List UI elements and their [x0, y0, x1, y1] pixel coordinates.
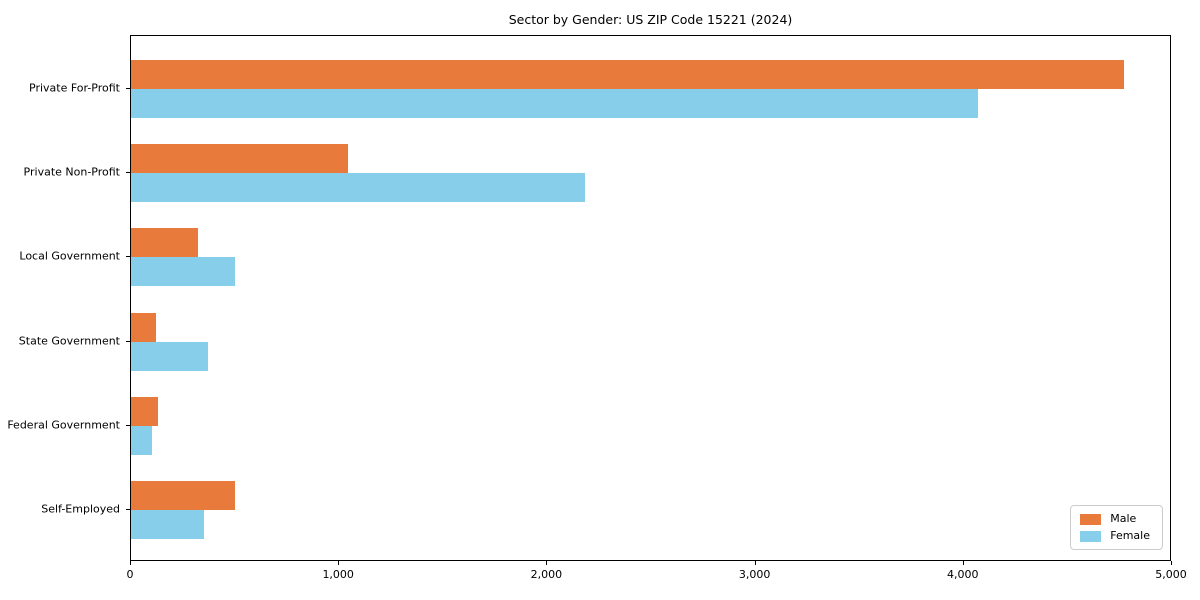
- x-tick-label: 0: [126, 568, 134, 581]
- x-tick-mark: [1171, 561, 1172, 565]
- bar-male-federal-government: [131, 396, 159, 426]
- bar-female-federal-government: [131, 425, 152, 455]
- legend-label-female: Female: [1110, 529, 1150, 542]
- bar-male-local-government: [131, 228, 198, 258]
- bar-female-local-government: [131, 257, 236, 287]
- legend: Male Female: [1070, 505, 1163, 550]
- y-tick-mark: [126, 172, 130, 174]
- x-tick-label: 3,000: [738, 568, 771, 581]
- plot-area: Male Female: [130, 35, 1171, 561]
- x-tick-mark: [130, 561, 131, 565]
- y-category-label-local-government: Local Government: [19, 249, 120, 263]
- y-tick-mark: [126, 340, 130, 342]
- legend-label-male: Male: [1110, 512, 1137, 525]
- x-tick-label: 1,000: [322, 568, 354, 581]
- y-tick-mark: [126, 88, 130, 89]
- bar-male-self-employed: [131, 481, 236, 510]
- chart-title: Sector by Gender: US ZIP Code 15221 (202…: [508, 12, 793, 27]
- y-category-label-federal-government: Federal Government: [7, 418, 120, 432]
- x-tick-mark: [962, 561, 964, 565]
- bar-male-private-for-profit: [131, 60, 1125, 89]
- legend-swatch-female: [1080, 530, 1102, 542]
- legend-entry-male: Male: [1080, 513, 1150, 525]
- bar-male-private-non-profit: [131, 144, 348, 174]
- x-tick-label: 2,000: [530, 568, 563, 581]
- x-tick-mark: [338, 561, 340, 565]
- x-tick-label: 4,000: [947, 568, 979, 581]
- y-tick-mark: [126, 256, 130, 258]
- bar-female-private-non-profit: [131, 173, 585, 203]
- y-tick-mark: [126, 424, 130, 426]
- y-category-label-private-non-profit: Private Non-Profit: [23, 165, 120, 179]
- x-tick-mark: [546, 561, 548, 565]
- x-tick-label: 5,000: [1155, 568, 1187, 581]
- y-category-label-private-for-profit: Private For-Profit: [29, 81, 120, 95]
- y-category-label-state-government: State Government: [18, 334, 120, 348]
- y-category-label-self-employed: Self-Employed: [41, 502, 120, 516]
- x-tick-mark: [754, 561, 756, 565]
- y-tick-mark: [126, 509, 130, 510]
- legend-entry-female: Female: [1080, 530, 1150, 542]
- legend-swatch-male: [1080, 513, 1102, 525]
- bar-female-self-employed: [131, 510, 204, 539]
- bar-male-state-government: [131, 312, 156, 342]
- bar-female-state-government: [131, 341, 209, 371]
- bar-female-private-for-profit: [131, 89, 979, 118]
